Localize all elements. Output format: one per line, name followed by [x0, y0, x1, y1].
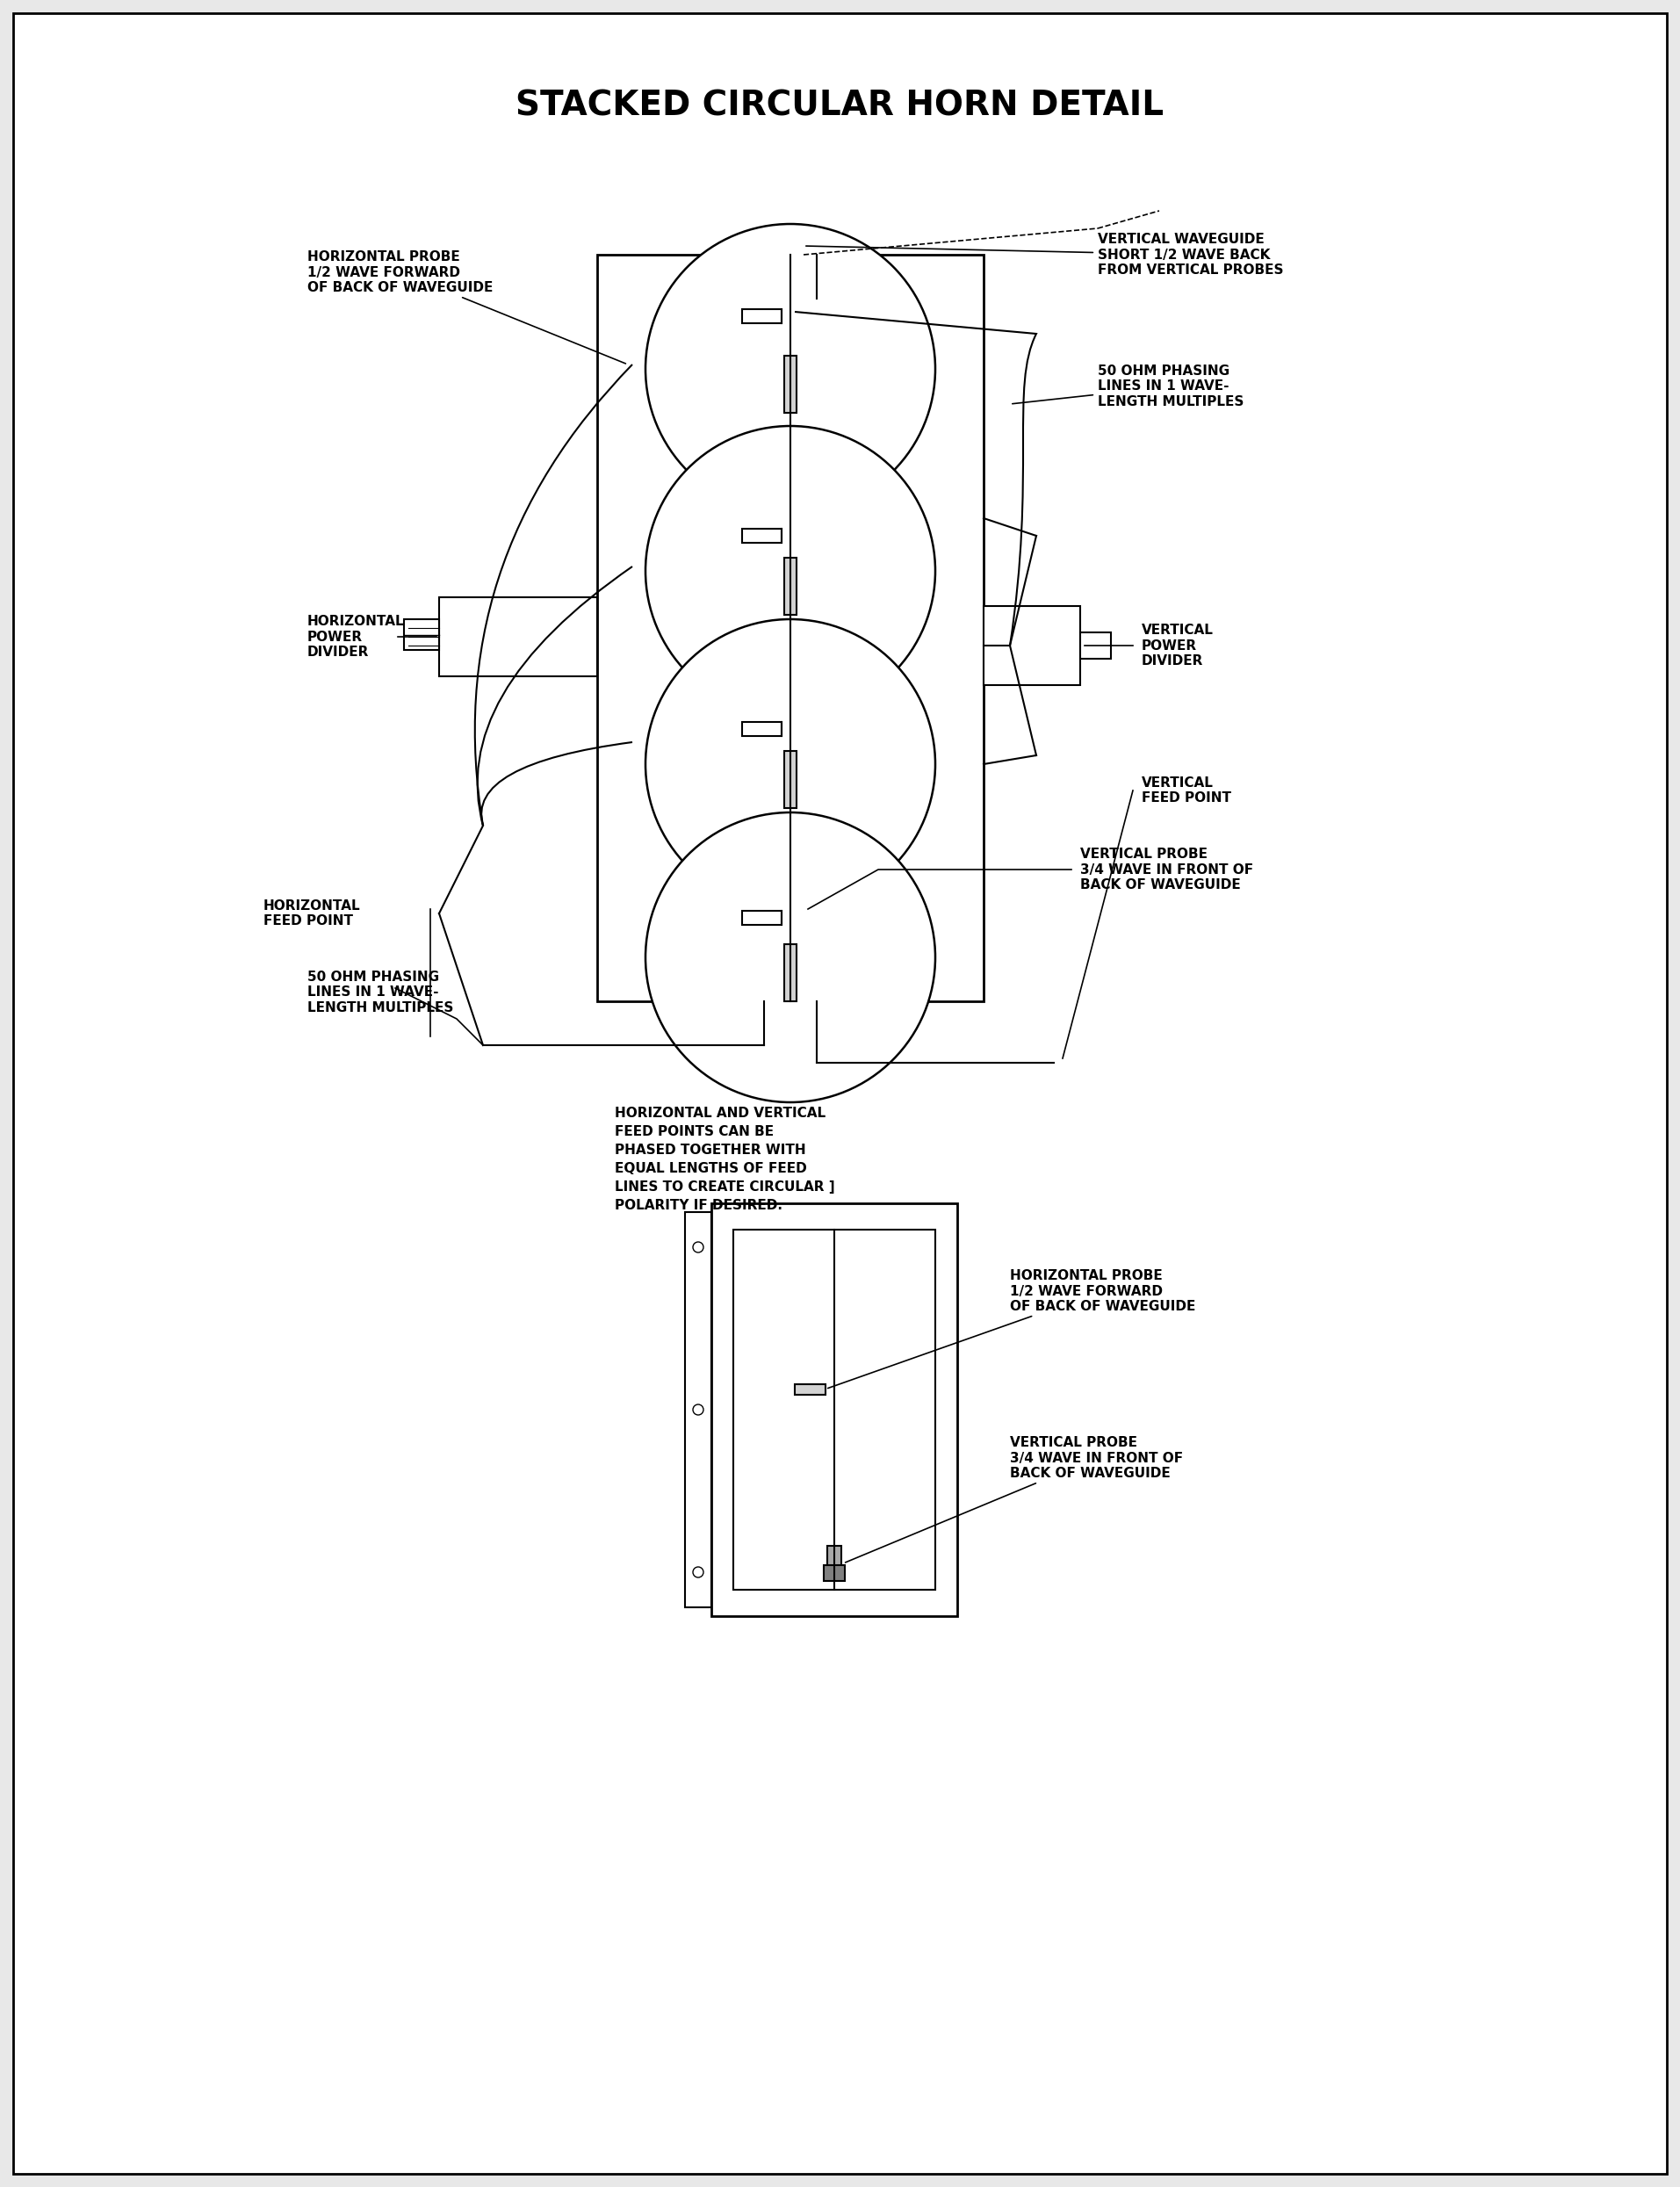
Bar	[732, 1229, 936, 1590]
Bar	[983, 606, 1080, 685]
Text: HORIZONTAL
FEED POINT: HORIZONTAL FEED POINT	[264, 899, 361, 927]
Text: 50 OHM PHASING
LINES IN 1 WAVE-
LENGTH MULTIPLES: 50 OHM PHASING LINES IN 1 WAVE- LENGTH M…	[1013, 365, 1243, 409]
Text: STACKED CIRCULAR HORN DETAIL: STACKED CIRCULAR HORN DETAIL	[516, 90, 1164, 122]
Text: 50 OHM PHASING
LINES IN 1 WAVE-
LENGTH MULTIPLES: 50 OHM PHASING LINES IN 1 WAVE- LENGTH M…	[307, 971, 454, 1015]
Bar	[785, 750, 796, 807]
Text: HORIZONTAL AND VERTICAL
FEED POINTS CAN BE
PHASED TOGETHER WITH
EQUAL LENGTHS OF: HORIZONTAL AND VERTICAL FEED POINTS CAN …	[615, 1107, 835, 1212]
Bar	[403, 619, 438, 650]
Bar	[1080, 632, 1110, 658]
Circle shape	[645, 619, 936, 910]
Bar	[743, 529, 781, 542]
Circle shape	[645, 223, 936, 514]
Bar	[785, 945, 796, 1002]
Bar	[743, 910, 781, 925]
Bar	[827, 1546, 842, 1568]
Bar	[596, 254, 983, 1002]
Circle shape	[645, 426, 936, 715]
Text: VERTICAL
FEED POINT: VERTICAL FEED POINT	[1142, 776, 1231, 805]
Bar	[743, 722, 781, 737]
Text: VERTICAL WAVEGUIDE
SHORT 1/2 WAVE BACK
FROM VERTICAL PROBES: VERTICAL WAVEGUIDE SHORT 1/2 WAVE BACK F…	[806, 232, 1284, 276]
Bar	[795, 1384, 825, 1395]
Bar	[743, 308, 781, 324]
Text: VERTICAL
POWER
DIVIDER: VERTICAL POWER DIVIDER	[1142, 623, 1213, 667]
Circle shape	[692, 1242, 704, 1253]
Text: VERTICAL PROBE
3/4 WAVE IN FRONT OF
BACK OF WAVEGUIDE: VERTICAL PROBE 3/4 WAVE IN FRONT OF BACK…	[1080, 849, 1253, 892]
Circle shape	[692, 1566, 704, 1577]
Text: HORIZONTAL
POWER
DIVIDER: HORIZONTAL POWER DIVIDER	[307, 615, 405, 658]
Text: HORIZONTAL PROBE
1/2 WAVE FORWARD
OF BACK OF WAVEGUIDE: HORIZONTAL PROBE 1/2 WAVE FORWARD OF BAC…	[828, 1268, 1196, 1389]
Bar	[685, 1212, 711, 1607]
Text: HORIZONTAL PROBE
1/2 WAVE FORWARD
OF BACK OF WAVEGUIDE: HORIZONTAL PROBE 1/2 WAVE FORWARD OF BAC…	[307, 249, 625, 363]
Circle shape	[645, 811, 936, 1102]
Bar	[823, 1566, 845, 1581]
Bar	[711, 1203, 958, 1616]
Bar	[438, 597, 596, 676]
Text: VERTICAL PROBE
3/4 WAVE IN FRONT OF
BACK OF WAVEGUIDE: VERTICAL PROBE 3/4 WAVE IN FRONT OF BACK…	[845, 1437, 1183, 1562]
Circle shape	[692, 1404, 704, 1415]
Bar	[785, 558, 796, 615]
Bar	[785, 356, 796, 413]
